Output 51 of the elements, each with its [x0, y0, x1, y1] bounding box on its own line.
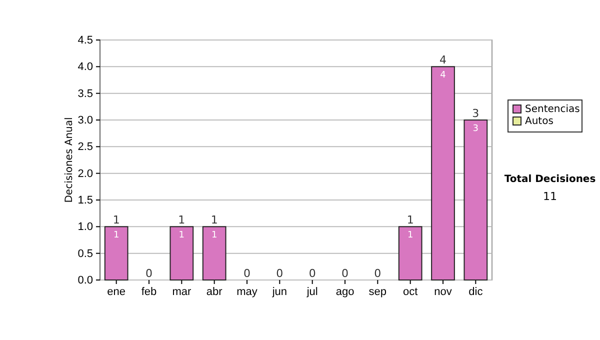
y-tick-label: 2.0: [78, 168, 93, 180]
y-tick-label: 1.0: [78, 221, 93, 234]
y-axis-title: Decisiones Anual: [64, 117, 75, 203]
data-label: 3: [472, 124, 479, 134]
x-tick-label: sep: [368, 286, 387, 298]
total-label: 0: [342, 267, 348, 280]
y-tick-label: 1.5: [78, 194, 93, 207]
x-tick-label: mar: [172, 286, 192, 298]
y-tick-label: 0.5: [78, 248, 93, 260]
y-tick-label: 4.5: [78, 34, 93, 47]
total-label: 3: [472, 107, 480, 120]
total-label: 1: [112, 214, 120, 227]
bar: [431, 66, 455, 280]
x-tick-label: nov: [434, 286, 452, 298]
data-label: 1: [211, 230, 218, 241]
data-label: 1: [113, 230, 120, 241]
x-tick-label: may: [236, 286, 258, 298]
total-label: 1: [210, 214, 218, 227]
x-tick-label: jun: [271, 286, 288, 298]
x-tick-label: dic: [468, 286, 484, 298]
legend-label: Autos: [525, 116, 554, 127]
x-tick-label: jul: [306, 286, 318, 298]
bar: [464, 120, 488, 280]
total-label: 0: [374, 267, 382, 280]
bar: [202, 226, 226, 280]
total-label: 4: [440, 54, 446, 67]
total-label: 0: [146, 267, 152, 280]
text: 11: [543, 190, 557, 203]
y-tick-label: 2.5: [78, 141, 93, 154]
data-label: 1: [178, 230, 185, 241]
data-label: 1: [407, 230, 414, 241]
x-tick-label: oct: [402, 286, 418, 298]
total-label: 1: [406, 214, 414, 227]
y-tick-label: 4.0: [78, 61, 93, 74]
y-tick-label: 3.5: [78, 88, 93, 100]
bar: [170, 226, 194, 280]
bar: [104, 226, 128, 280]
x-tick-label: abr: [206, 286, 223, 298]
y-tick-label: 3.0: [78, 114, 93, 127]
total-label: 0: [276, 267, 284, 280]
x-tick-label: ene: [107, 286, 126, 298]
data-label: 4: [440, 70, 446, 81]
bar: [398, 226, 422, 280]
legend-label: Sentencias: [525, 104, 580, 115]
x-tick-label: feb: [141, 286, 157, 298]
y-tick-label: 0.0: [78, 274, 93, 287]
total-label: 1: [178, 214, 186, 227]
total-label: 0: [244, 267, 250, 280]
x-tick-label: ago: [336, 286, 354, 298]
text: Total Decisiones: [504, 174, 596, 185]
total-label: 0: [308, 267, 316, 280]
